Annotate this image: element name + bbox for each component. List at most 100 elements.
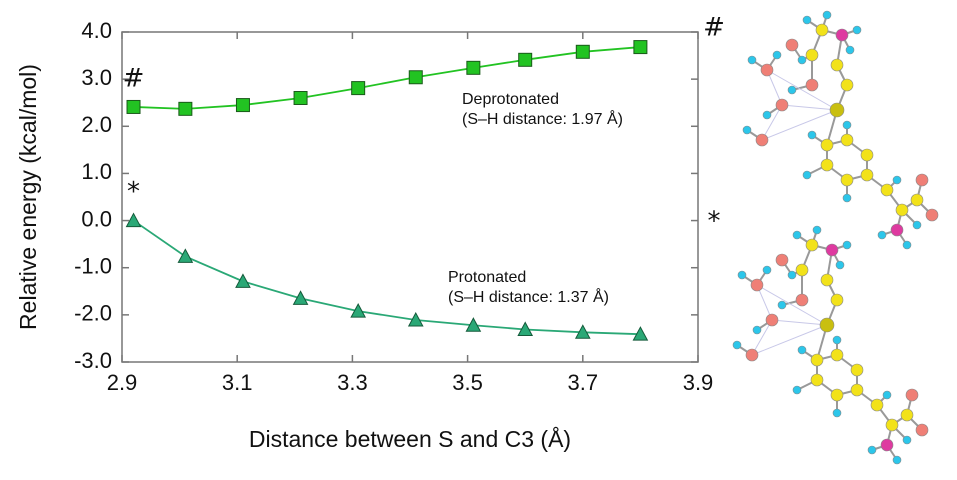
atom	[843, 241, 851, 249]
square-marker	[352, 82, 365, 95]
figure: Distance between S and C3 (Å) Relative e…	[0, 0, 957, 480]
atom	[796, 294, 808, 306]
atom	[883, 391, 891, 399]
square-marker	[467, 61, 480, 74]
atom	[881, 439, 893, 451]
y-tick-label: 4.0	[81, 18, 112, 43]
atom	[896, 204, 908, 216]
atom	[738, 271, 746, 279]
series-label: Deprotonated	[462, 91, 559, 108]
atom	[803, 171, 811, 179]
annotation: *	[127, 177, 140, 207]
atom	[796, 264, 808, 276]
atom	[776, 99, 788, 111]
atom	[926, 209, 938, 221]
x-tick-label: 2.9	[107, 370, 138, 395]
atom	[831, 59, 843, 71]
atom	[746, 349, 758, 361]
molecule-structures	[733, 11, 938, 464]
atom	[793, 231, 801, 239]
atom	[806, 79, 818, 91]
atom	[843, 194, 851, 202]
atom	[806, 239, 818, 251]
x-tick-label: 3.3	[337, 370, 368, 395]
atom	[916, 424, 928, 436]
x-axis-label: Distance between S and C3 (Å)	[249, 425, 571, 452]
atom	[821, 274, 833, 286]
h-bond	[752, 325, 827, 355]
atom	[778, 301, 786, 309]
atom	[868, 446, 876, 454]
atom	[803, 16, 811, 24]
atom	[733, 341, 741, 349]
atom	[878, 231, 886, 239]
atom	[788, 271, 796, 279]
h-bond	[762, 110, 837, 140]
series-label: Protonated	[448, 269, 526, 286]
series-note: (S–H distance: 1.37 Å)	[448, 287, 609, 306]
y-tick-label: 1.0	[81, 159, 112, 184]
atom	[763, 111, 771, 119]
atom	[826, 244, 838, 256]
atom	[793, 386, 801, 394]
atom	[851, 384, 863, 396]
atom	[831, 349, 843, 361]
atom	[861, 169, 873, 181]
y-axis-label: Relative energy (kcal/mol)	[15, 64, 41, 330]
atom	[861, 149, 873, 161]
triangle-marker	[294, 291, 308, 304]
atom	[903, 436, 911, 444]
atom	[763, 266, 771, 274]
atom	[761, 64, 773, 76]
atom	[816, 24, 828, 36]
atom	[851, 364, 863, 376]
atom	[886, 419, 898, 431]
atom	[821, 159, 833, 171]
atom	[830, 103, 844, 117]
atom	[811, 374, 823, 386]
square-marker	[576, 45, 589, 58]
atom	[756, 134, 768, 146]
atom	[753, 326, 761, 334]
atom	[913, 221, 921, 229]
square-marker	[179, 102, 192, 115]
triangle-marker	[236, 274, 250, 287]
series-note: (S–H distance: 1.97 Å)	[462, 109, 623, 128]
atom	[833, 409, 841, 417]
y-tick-label: 0.0	[81, 206, 112, 231]
structure-label: *	[708, 207, 721, 237]
series-line	[134, 47, 641, 109]
atom	[806, 49, 818, 61]
square-marker	[409, 71, 422, 84]
y-tick-label: -1.0	[74, 254, 112, 279]
atom	[903, 241, 911, 249]
atom	[748, 56, 756, 64]
annotation: #	[123, 63, 145, 93]
atom	[821, 139, 833, 151]
atom	[891, 224, 903, 236]
atom	[843, 121, 851, 129]
atom	[831, 294, 843, 306]
atom	[833, 336, 841, 344]
y-tick-label: 2.0	[81, 112, 112, 137]
atom	[743, 126, 751, 134]
structure-label: #	[703, 13, 725, 43]
atom	[846, 46, 854, 54]
atom	[836, 261, 844, 269]
atom	[893, 456, 901, 464]
square-marker	[519, 53, 532, 66]
molecule	[733, 226, 928, 464]
triangle-marker	[178, 249, 192, 262]
y-tick-label: -2.0	[74, 301, 112, 326]
atom	[881, 184, 893, 196]
atom	[871, 399, 883, 411]
x-tick-label: 3.1	[222, 370, 253, 395]
atom	[916, 174, 928, 186]
square-marker	[294, 92, 307, 105]
atom	[776, 254, 788, 266]
atom	[813, 226, 821, 234]
atom	[751, 279, 763, 291]
atom	[808, 131, 816, 139]
atom	[906, 389, 918, 401]
atom	[853, 26, 861, 34]
